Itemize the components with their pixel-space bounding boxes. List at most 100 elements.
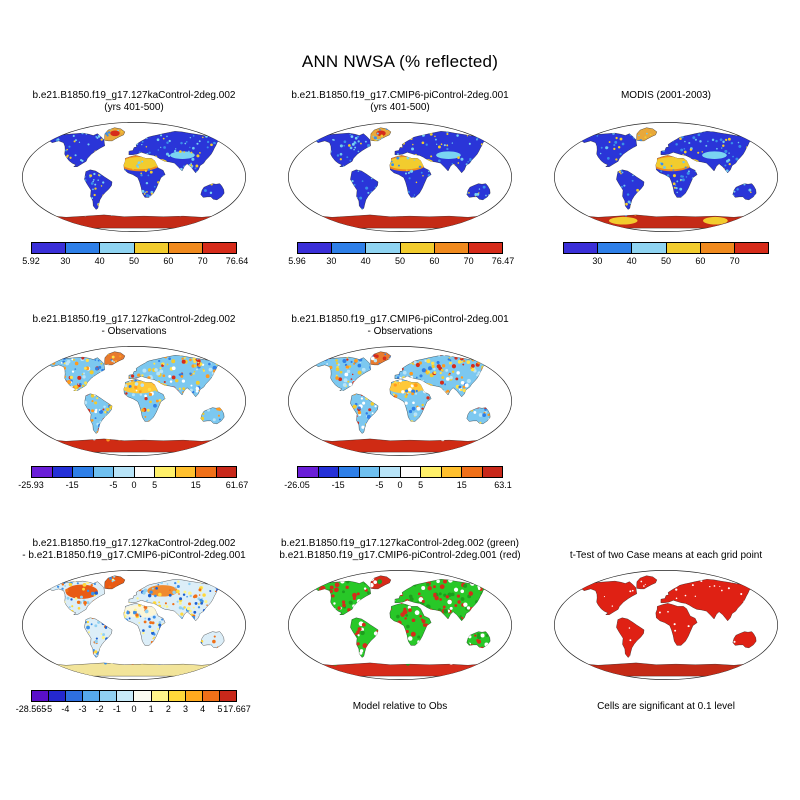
colorbar-tick-label: 76.64: [225, 256, 249, 266]
colorbar-tick-label: -15: [331, 480, 345, 490]
colorbar-segment: [400, 467, 421, 477]
colorbar-ticks: -25.93 -15 -5 0 5 15 61.67: [18, 478, 248, 490]
colorbar-segment: [202, 691, 220, 701]
ttest-significance-caption: Cells are significant at 0.1 level: [597, 701, 735, 712]
panel-title-line: MODIS (2001-2003): [620, 90, 712, 101]
colorbar-segment: [298, 243, 333, 253]
colorbar-tick-label: 15: [190, 480, 201, 490]
colorbar-segment: [468, 243, 503, 253]
colorbar-segment: [202, 243, 237, 253]
panel-title: t-Test of two Case means at each grid po…: [570, 538, 762, 564]
colorbar-segment: [100, 691, 118, 701]
panel-title-row: b.e21.B1850.f19_g17.127kaControl-2deg.00…: [279, 538, 520, 550]
colorbar-segment: [83, 691, 101, 701]
colorbar-segment: [151, 691, 169, 701]
colorbar-segment: [32, 467, 53, 477]
colorbar-tick-label: -26.05: [284, 480, 310, 490]
colorbar-segment: [66, 243, 101, 253]
panel-title-row: - Observations: [291, 326, 508, 338]
panel-title: b.e21.B1850.f19_g17.127kaControl-2deg.00…: [22, 538, 245, 564]
colorbar-segment: [441, 467, 462, 477]
colorbar-tick-label: 61.67: [225, 480, 249, 490]
colorbar-tick-label: 60: [429, 256, 440, 266]
panel-title-line: - Observations: [367, 326, 433, 337]
colorbar-tick-label: 5: [152, 480, 158, 490]
panel-title: b.e21.B1850.f19_g17.127kaControl-2deg.00…: [279, 538, 520, 564]
colorbar-segment: [700, 243, 735, 253]
panel-title-line: (yrs 401-500): [370, 102, 430, 113]
colorbar-tick-label: 17.667: [223, 704, 251, 714]
panel-title-line: b.e21.B1850.f19_g17.127kaControl-2deg.00…: [32, 90, 236, 101]
panel-title-row: b.e21.B1850.f19_g17.127kaControl-2deg.00…: [33, 314, 236, 326]
colorbar-tick-label: 76.47: [491, 256, 515, 266]
colorbar-tick-label: 0: [397, 480, 403, 490]
panel-case2-minus-obs: b.e21.B1850.f19_g17.CMIP6-piControl-2deg…: [267, 314, 533, 492]
colorbar-tick-label: 70: [463, 256, 474, 266]
colorbar: -25.93 -15 -5 0 5 15 61.67: [18, 466, 248, 492]
colorbar-segment: [632, 243, 667, 253]
colorbar-segment: [52, 467, 73, 477]
colorbar-tick-label: 5: [217, 704, 223, 714]
colorbar-segment: [734, 243, 769, 253]
colorbar-strip: [31, 466, 237, 478]
colorbar-tick-label: 2: [165, 704, 171, 714]
colorbar-segment: [32, 243, 67, 253]
colorbar-tick-label: 40: [626, 256, 637, 266]
colorbar-segment: [134, 243, 169, 253]
case1-climo-map: [20, 119, 248, 235]
case2-climo-map: [286, 119, 514, 235]
colorbar-tick-label: 30: [60, 256, 71, 266]
row-model-minus-obs: b.e21.B1850.f19_g17.127kaControl-2deg.00…: [0, 314, 800, 492]
colorbar-tick-label: 50: [394, 256, 406, 266]
panel-case2-climo: b.e21.B1850.f19_g17.CMIP6-piControl-2deg…: [267, 90, 533, 268]
colorbar-segment: [482, 467, 502, 477]
colorbar-segment: [332, 243, 367, 253]
colorbar-tick-label: 15: [456, 480, 467, 490]
panel-title: b.e21.B1850.f19_g17.127kaControl-2deg.00…: [33, 314, 236, 340]
world-map: [554, 570, 778, 680]
panel-title-line: b.e21.B1850.f19_g17.127kaControl-2deg.00…: [32, 314, 236, 325]
colorbar-tick-label: 5.92: [22, 256, 40, 266]
colorbar-segment: [66, 691, 84, 701]
panel-title-row: - b.e21.B1850.f19_g17.CMIP6-piControl-2d…: [22, 550, 245, 562]
panel-ttest-significance: t-Test of two Case means at each grid po…: [533, 538, 799, 716]
world-map: [22, 570, 246, 680]
panel-title-row: - Observations: [33, 326, 236, 338]
colorbar-ticks: -26.05 -15 -5 0 5 15 63.1: [284, 478, 512, 490]
colorbar-tick-label: 4: [200, 704, 206, 714]
panel-case1-minus-obs: b.e21.B1850.f19_g17.127kaControl-2deg.00…: [1, 314, 267, 492]
panel-title-row: (yrs 401-500): [33, 102, 236, 114]
colorbar: 30 40 50 60 70: [563, 242, 769, 268]
panel-case1-climo: b.e21.B1850.f19_g17.127kaControl-2deg.00…: [1, 90, 267, 268]
panel-model-vs-obs-significance: b.e21.B1850.f19_g17.127kaControl-2deg.00…: [267, 538, 533, 716]
colorbar-segment: [49, 691, 67, 701]
panel-title-line: - Observations: [101, 326, 167, 337]
colorbar-tick-label: 0: [131, 704, 137, 714]
colorbar: -26.05 -15 -5 0 5 15 63.1: [284, 466, 512, 492]
colorbar-segment: [185, 691, 203, 701]
colorbar-segment: [175, 467, 196, 477]
colorbar-tick-label: 30: [592, 256, 603, 266]
colorbar-segment: [298, 467, 319, 477]
colorbar-ticks: 5.92 30 40 50 60 70 76.64: [22, 254, 248, 266]
colorbar-tick-label: -5: [109, 480, 118, 490]
colorbar-tick-label: 70: [729, 256, 740, 266]
model-vs-obs-significance-caption: Model relative to Obs: [352, 701, 448, 712]
panel-rows: b.e21.B1850.f19_g17.127kaControl-2deg.00…: [0, 90, 800, 716]
row-climatology: b.e21.B1850.f19_g17.127kaControl-2deg.00…: [0, 90, 800, 268]
panel-title-line: b.e21.B1850.f19_g17.127kaControl-2deg.00…: [281, 538, 519, 549]
figure-title: ANN NWSA (% reflected): [301, 52, 499, 71]
model-vs-obs-significance-map: [286, 567, 514, 683]
colorbar-strip: [31, 242, 237, 254]
colorbar-tick-label: -1: [112, 704, 121, 714]
colorbar-tick-label: 3: [182, 704, 189, 714]
colorbar-ticks: 5.96 30 40 50 60 70 76.47: [288, 254, 514, 266]
colorbar-segment: [73, 467, 94, 477]
colorbar-strip: [297, 242, 503, 254]
panel-modis-climo: MODIS (2001-2003) 30 40 50 60 70: [533, 90, 799, 268]
colorbar-segment: [359, 467, 380, 477]
panel-title-line: t-Test of two Case means at each grid po…: [569, 550, 763, 561]
colorbar-tick-label: -5: [375, 480, 384, 490]
colorbar-segment: [434, 243, 469, 253]
colorbar: 5.92 30 40 50 60 70 76.64: [22, 242, 248, 268]
